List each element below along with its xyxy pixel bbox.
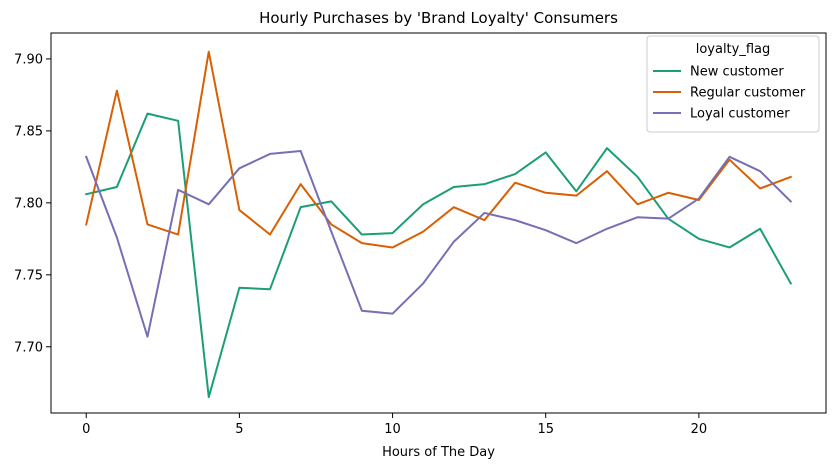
legend-entries: New customer Regular customer Loyal custom…: [653, 65, 806, 122]
x-tick-label: 15: [537, 422, 554, 437]
series-line-3: [84, 150, 793, 338]
legend-label: New customer: [690, 65, 784, 80]
y-tick-label: 7.70: [14, 340, 43, 355]
series-layer: [84, 50, 793, 399]
x-tick-label: 20: [691, 422, 708, 437]
y-tick-label: 7.90: [14, 52, 43, 67]
x-tick-label: 0: [82, 422, 90, 437]
legend: loyalty_flag New customer Regular custome…: [646, 35, 820, 133]
y-tick-label: 7.85: [14, 124, 43, 139]
y-axis: 7.70 7.75 7.80 7.85 7.90: [14, 52, 51, 355]
plot-frame: [50, 32, 827, 414]
legend-title: loyalty_flag: [696, 42, 771, 57]
chart-title: Hourly Purchases by 'Brand Loyalty' Cons…: [259, 9, 618, 27]
legend-label: Loyal customer: [690, 107, 790, 122]
x-tick-label: 5: [235, 422, 243, 437]
series-line-1: [85, 112, 793, 399]
legend-label: Regular customer: [690, 86, 806, 101]
x-axis: 0 5 10 15 20: [82, 413, 707, 437]
legend-box: [646, 35, 820, 133]
series-line-2: [85, 50, 793, 249]
x-axis-label: Hours of The Day: [382, 445, 495, 460]
y-tick-label: 7.75: [14, 268, 43, 283]
x-tick-label: 10: [384, 422, 401, 437]
y-tick-label: 7.80: [14, 196, 43, 211]
